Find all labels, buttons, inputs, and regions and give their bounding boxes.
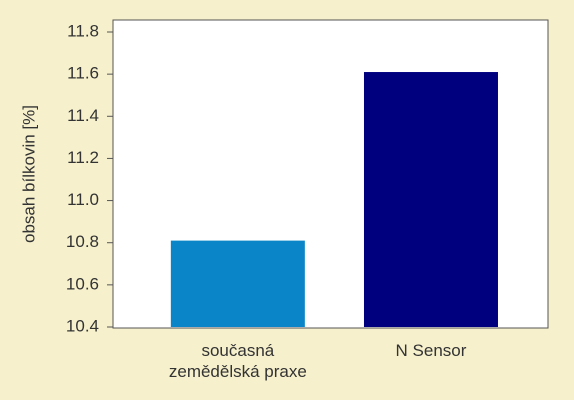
y-tick-label: 11.8 xyxy=(67,21,99,40)
y-tick-label: 11.4 xyxy=(67,106,99,125)
bar xyxy=(170,240,305,327)
y-tick-label: 11.0 xyxy=(67,190,99,209)
y-axis-label: obsah bílkovin [%] xyxy=(19,105,38,243)
y-tick-label: 10.4 xyxy=(66,316,99,335)
y-tick-label: 11.6 xyxy=(67,64,99,83)
x-tick-label: současná zemědělská praxe xyxy=(168,341,307,381)
y-tick-label: 10.8 xyxy=(66,232,99,251)
y-tick-label: 11.2 xyxy=(67,148,99,167)
y-tick-label: 10.6 xyxy=(66,274,99,293)
bar xyxy=(363,72,498,328)
x-tick-label: N Sensor xyxy=(395,341,467,360)
